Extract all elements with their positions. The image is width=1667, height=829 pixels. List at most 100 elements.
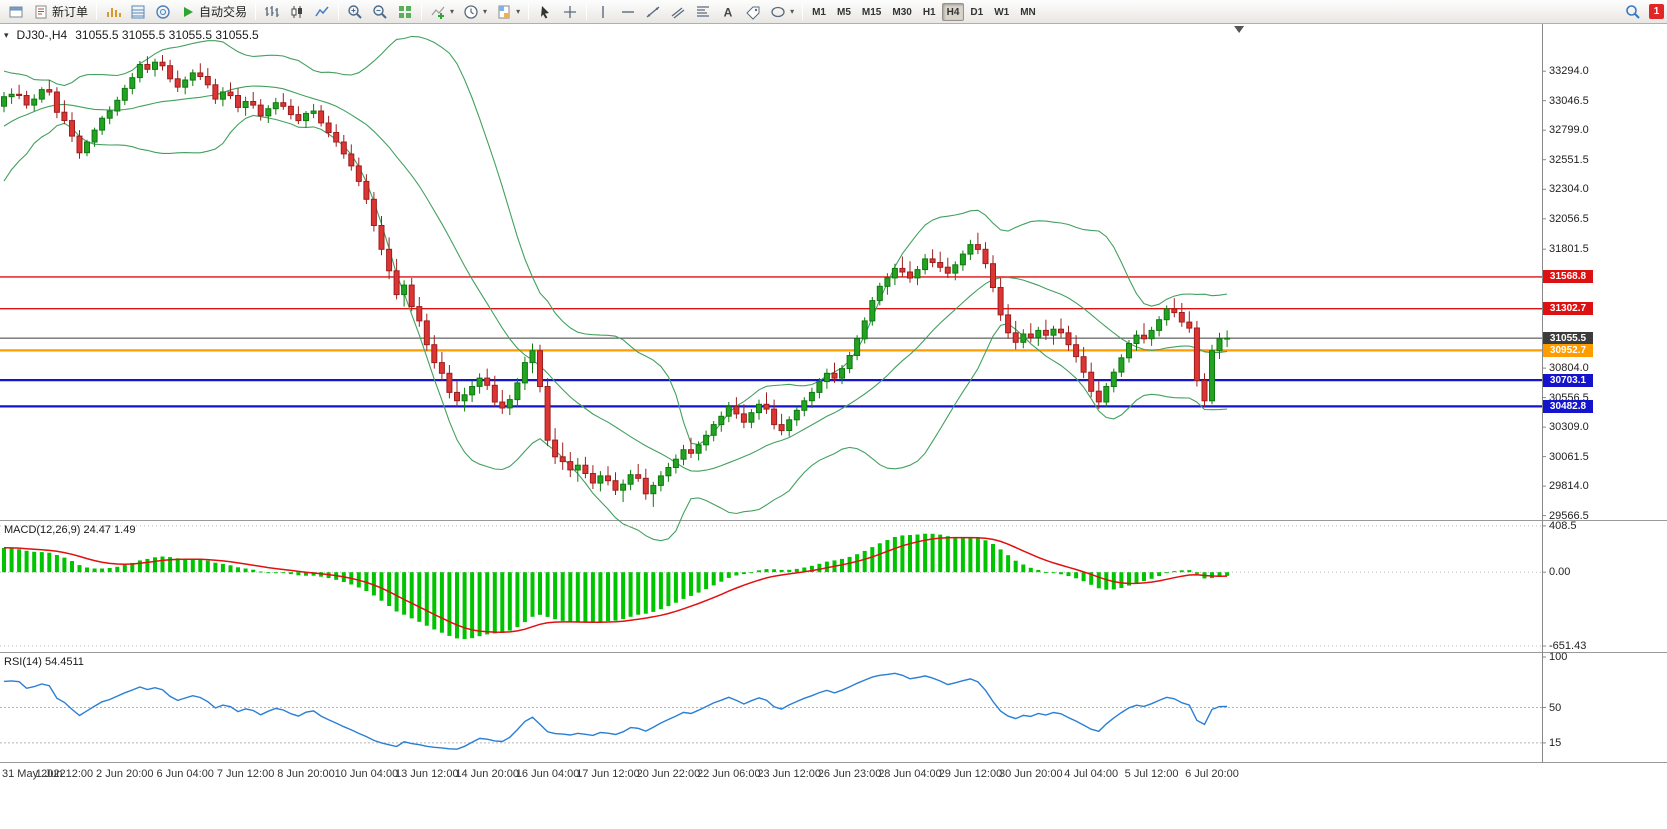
toolbar-separator <box>586 3 588 20</box>
market-watch-icon <box>105 4 122 20</box>
time-axis-label: 6 Jul 20:00 <box>1185 768 1239 780</box>
trendline-icon[interactable] <box>641 2 665 22</box>
community-icon[interactable] <box>151 2 175 22</box>
pane-separators <box>0 24 1667 785</box>
timeframe-button-m1[interactable]: M1 <box>812 6 826 18</box>
vertical-line-icon[interactable] <box>591 2 615 22</box>
clock-icon <box>463 4 479 20</box>
price-axis-label: 32551.5 <box>1549 153 1589 166</box>
toolbar-separator <box>255 3 257 20</box>
dropdown-arrow-icon[interactable]: ▾ <box>516 7 521 16</box>
toolbar-group-pointer <box>531 2 584 22</box>
price-axis-label: 33294.0 <box>1549 65 1589 78</box>
macd-axis-label: 0.00 <box>1549 566 1571 579</box>
candlestick-chart-icon[interactable] <box>285 2 309 22</box>
main-toolbar: 新订单 自动交易 ▾ ▾ ▾ A ▾ M1 M5 M15 M30 H1 H4 D1 W1 MN 1 <box>0 0 1667 24</box>
rsi-axis-label: 100 <box>1549 651 1568 663</box>
time-axis-label: 31 May 2022 <box>2 768 66 780</box>
toolbar-group-drawing-tools: A ▾ <box>589 2 800 22</box>
time-axis-label: 6 Jun 04:00 <box>156 768 214 780</box>
toolbar-separator <box>802 3 804 20</box>
price-tag: 31302.7 <box>1543 302 1593 316</box>
macd-signal-line <box>3 536 1228 633</box>
periods-dropdown[interactable]: ▾ <box>459 2 491 22</box>
line-icon <box>314 4 330 20</box>
timeframe-button-h1[interactable]: H1 <box>922 6 936 18</box>
toolbar-group-zoom <box>341 2 419 22</box>
price-axis-label: 32799.0 <box>1549 124 1589 137</box>
timeframe-button-mn[interactable]: MN <box>1020 6 1036 18</box>
rsi-axis-label: 50 <box>1549 701 1562 714</box>
macd-indicator-label: MACD(12,26,9) 24.47 1.49 <box>4 524 136 536</box>
price-tag: 31055.5 <box>1543 331 1593 345</box>
bollinger-bands <box>3 35 1228 542</box>
price-axis-label: 30804.0 <box>1549 362 1589 375</box>
search-button[interactable] <box>1621 2 1645 22</box>
new-order-button[interactable]: 新订单 <box>29 2 92 22</box>
level-lines[interactable] <box>0 276 1542 408</box>
market-watch-icon[interactable] <box>101 2 125 22</box>
zoom-out-icon[interactable] <box>368 2 392 22</box>
toolbar-items: 新订单 自动交易 ▾ ▾ ▾ A ▾ M1 M5 M15 M30 H1 H4 D1 W1 MN <box>2 0 1043 23</box>
bar-chart-icon[interactable] <box>260 2 284 22</box>
candles-layer <box>1 55 1231 507</box>
price-axis-label: 33046.5 <box>1549 94 1589 107</box>
time-axis-label: 4 Jul 04:00 <box>1064 768 1119 780</box>
time-axis-label: 17 Jun 12:00 <box>576 768 640 780</box>
cursor-icon[interactable] <box>533 2 557 22</box>
time-axis-label: 22 Jun 06:00 <box>696 768 761 780</box>
symbol-period-text: DJ30-,H4 <box>16 28 68 42</box>
notification-badge[interactable]: 1 <box>1649 4 1664 19</box>
timeframe-button-m15[interactable]: M15 <box>861 6 882 18</box>
toolbar-group-chart-objects: ▾ ▾ ▾ <box>424 2 526 22</box>
time-axis-label: 20 Jun 22:00 <box>636 768 701 780</box>
text-icon[interactable]: A <box>716 2 740 22</box>
templates-dropdown[interactable]: ▾ <box>492 2 524 22</box>
timeframe-button-d1[interactable]: D1 <box>970 6 984 18</box>
label-icon <box>745 4 761 20</box>
dropdown-arrow-icon[interactable]: ▾ <box>790 7 795 16</box>
dropdown-arrow-icon[interactable]: ▾ <box>450 7 455 16</box>
horizontal-line-icon[interactable] <box>616 2 640 22</box>
arrow-label-icon[interactable] <box>741 2 765 22</box>
one-click-trading-arrow-icon[interactable]: ▾ <box>4 29 9 40</box>
timeframe-button-m30[interactable]: M30 <box>892 6 912 18</box>
time-axis[interactable]: 31 May 2022 1 Jun 12:00 2 Jun 20:00 6 Jun 0… <box>0 763 1667 785</box>
toolbar-group-timeframes: M1 M5 M15 M30 H1 H4 D1 W1 MN <box>805 2 1043 21</box>
crosshair-icon[interactable] <box>558 2 582 22</box>
time-axis-label: 23 Jun 12:00 <box>757 768 821 780</box>
search-icon <box>1625 4 1641 20</box>
time-axis-label: 10 Jun 04:00 <box>334 768 399 780</box>
chart-shift-marker-icon[interactable] <box>1234 26 1245 33</box>
dropdown-arrow-icon[interactable]: ▾ <box>483 7 488 16</box>
rsi-levels <box>0 707 1542 744</box>
rsi-line <box>3 672 1228 750</box>
shapes-dropdown[interactable]: ▾ <box>766 2 798 22</box>
time-axis-label: 28 Jun 04:00 <box>878 768 942 780</box>
time-axis-label: 30 Jun 20:00 <box>998 768 1063 780</box>
timeframe-button-h4[interactable]: H4 <box>941 2 965 21</box>
time-axis-label: 13 Jun 12:00 <box>394 768 459 780</box>
price-tag: 30952.7 <box>1543 343 1593 357</box>
time-axis-label: 7 Jun 12:00 <box>216 768 275 780</box>
indicators-dropdown[interactable]: ▾ <box>426 2 458 22</box>
macd-grid <box>0 525 1542 647</box>
window-menu-icon[interactable] <box>4 2 28 22</box>
toolbar-group-chart-types <box>258 2 336 22</box>
equidistant-channel-icon[interactable] <box>666 2 690 22</box>
template-icon <box>496 4 512 20</box>
data-window-icon[interactable] <box>126 2 150 22</box>
tile-windows-icon[interactable] <box>393 2 417 22</box>
price-axis[interactable]: 33294.0 33046.5 32799.0 32551.5 32304.0 32056… <box>1542 24 1667 785</box>
autotrading-icon <box>180 4 196 20</box>
timeframe-button-m5[interactable]: M5 <box>837 6 851 18</box>
fibonacci-icon[interactable] <box>691 2 715 22</box>
autotrading-button[interactable]: 自动交易 <box>176 2 251 22</box>
line-chart-icon[interactable] <box>310 2 334 22</box>
crosshair-icon <box>562 4 578 20</box>
zoom-in-icon[interactable] <box>343 2 367 22</box>
timeframe-button-w1[interactable]: W1 <box>994 6 1010 18</box>
vline-icon <box>595 4 611 20</box>
data-window-icon <box>130 4 146 20</box>
